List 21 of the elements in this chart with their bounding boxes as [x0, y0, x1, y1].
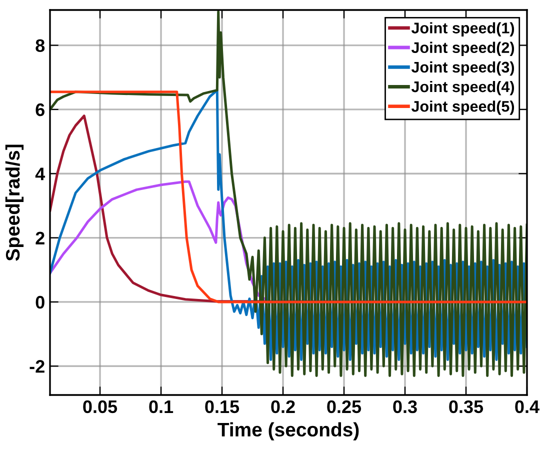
legend-label: Joint speed(3) [411, 61, 514, 76]
x-tick-label: 0.4 [515, 400, 540, 414]
x-axis-title: Time (seconds) [218, 422, 359, 440]
x-tick-label: 0.35 [449, 400, 484, 414]
x-tick-label: 0.15 [205, 400, 240, 414]
x-tick-label: 0.25 [327, 400, 362, 414]
y-tick-label: -2 [30, 360, 44, 373]
y-tick-label: 6 [36, 103, 44, 116]
y-tick-label: 0 [36, 296, 44, 309]
y-tick-label: 2 [36, 232, 44, 244]
y-axis-title: Speed[rad/s] [5, 144, 24, 261]
x-tick-label: 0.3 [393, 400, 417, 414]
x-tick-label: 0.2 [271, 400, 295, 414]
legend-label: Joint speed(4) [411, 80, 514, 96]
x-tick-label: 0.1 [149, 400, 174, 414]
x-tick-label: 0.05 [83, 400, 118, 414]
y-tick-label: 8 [36, 39, 45, 52]
legend-label: Joint speed(1) [411, 22, 514, 36]
legend-label: Joint speed(5) [411, 100, 514, 115]
y-tick-label: 4 [35, 168, 46, 180]
legend-label: Joint speed(2) [411, 42, 514, 56]
